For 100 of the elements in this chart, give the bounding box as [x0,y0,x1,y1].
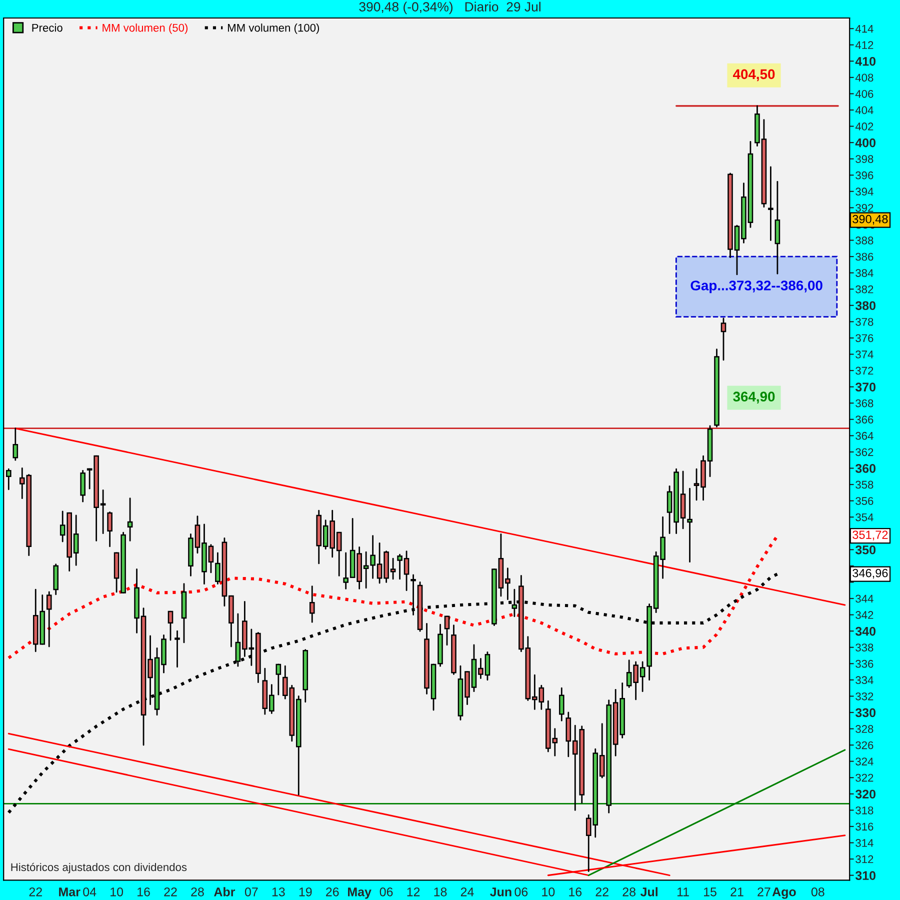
x-tick-label: Abr [214,887,236,896]
y-tick-label: 354 [856,513,874,522]
x-tick-label: 16 [138,887,150,896]
candlestick [107,512,112,548]
annotation: Históricos ajustados con dividendos [11,862,187,874]
y-tick-label: 402 [855,122,874,130]
candlestick [12,428,18,461]
x-tick-label: 26 [326,887,339,896]
x-tick-label: 21 [730,887,744,896]
y-tick-label: 366 [856,416,874,424]
y-tick-label: 318 [856,806,874,814]
x-tick-label: 11 [677,888,689,896]
y-tick-label: 342 [856,611,874,619]
candlestick [168,610,174,641]
x-tick-label: 13 [272,887,285,896]
chart-title: 390,48 (-0,34%) Diario 29 Jul [359,2,540,14]
x-tick-label: 06 [380,887,393,896]
y-tick-label: 408 [855,74,874,82]
candlestick [276,664,282,696]
x-tick-label: 07 [244,887,258,896]
x-tick-label: 22 [164,887,177,896]
candlestick [127,498,133,542]
y-tick-label: 412 [855,41,874,49]
y-tick-label: 320 [855,790,876,799]
y-tick-label: 362 [856,448,874,456]
x-tick-label: 22 [29,887,42,896]
y-tick-label: 380 [855,301,876,310]
line-series [7,572,779,814]
candlestick [768,166,774,241]
annotation: 404,50 [732,69,775,82]
y-tick-label: 368 [856,399,874,408]
candlestick [6,468,12,490]
y-tick-label: 384 [856,269,874,277]
y-tick-label: 374 [856,350,874,358]
y-tick-label: 326 [856,741,874,750]
y-tick-label: 414 [855,24,874,33]
y-tick-label: 376 [856,334,874,342]
x-tick-label: 18 [434,887,447,896]
y-tick-label: 404 [855,106,874,114]
y-tick-label: 330 [855,708,876,718]
y-tick-label: 322 [856,774,874,782]
x-tick-label: 24 [460,887,474,896]
y-tick-label: 410 [855,56,876,66]
y-tick-label: 328 [856,725,874,733]
y-tick-label: 338 [856,644,874,652]
candlestick [720,318,726,361]
y-tick-label: 378 [856,318,874,326]
x-tick-label: 12 [407,887,420,896]
candlestick [53,564,59,596]
y-tick-label: 392 [856,204,874,212]
y-tick-label: 356 [856,497,874,505]
y-tick-label: 388 [856,236,874,244]
y-tick-label: 360 [855,464,876,473]
y-tick-label: 336 [856,660,874,668]
annotation: 351,72 [852,530,888,540]
y-tick-label: 370 [855,382,876,392]
candlestick [774,180,780,274]
legend-label: Precio [32,24,62,32]
y-tick-label: 324 [856,758,874,766]
y-tick-label: 358 [856,480,874,489]
band-label: Gap...373,32--386,00 [690,280,822,294]
y-tick-label: 344 [856,594,874,603]
candlestick [444,616,450,646]
candlestick [46,591,52,648]
y-tick-label: 386 [856,252,874,261]
y-tick-label: 406 [855,90,874,98]
annotation: 346,96 [852,568,888,579]
annotation: 390,48 [852,214,888,225]
candlestick [80,470,86,502]
y-tick-label: 372 [856,366,874,375]
candlestick [174,630,180,668]
x-tick-label: 28 [622,887,636,896]
y-tick-label: 398 [856,155,874,163]
y-tick-label: 396 [856,171,874,180]
y-tick-label: 332 [856,692,874,700]
x-tick-label: 08 [811,887,824,896]
x-tick-label: 10 [110,887,124,896]
x-tick-label: 28 [191,887,204,896]
y-tick-label: 316 [856,822,874,831]
candlestick [558,687,564,722]
candlestick [687,488,692,563]
y-tick-label: 382 [856,285,874,294]
x-tick-label: 04 [83,887,96,896]
y-tick-label: 340 [855,626,876,636]
x-tick-label: Jul [640,887,658,896]
x-tick-label: 19 [299,887,312,896]
x-tick-label: 16 [569,887,582,896]
x-tick-label: Mar [59,888,80,896]
y-tick-label: 314 [856,839,874,847]
y-tick-label: 312 [856,855,874,864]
y-tick-label: 364 [856,432,874,440]
x-tick-label: 10 [542,887,555,896]
x-tick-label: 15 [704,888,716,896]
legend-label: MM volumen (100) [228,24,320,34]
x-tick-label: May [348,888,372,899]
candlestick [309,586,315,623]
y-tick-label: 350 [855,545,876,554]
x-tick-label: 27 [758,887,770,896]
y-tick-label: 400 [855,138,876,148]
x-tick-label: Jun [490,888,512,896]
